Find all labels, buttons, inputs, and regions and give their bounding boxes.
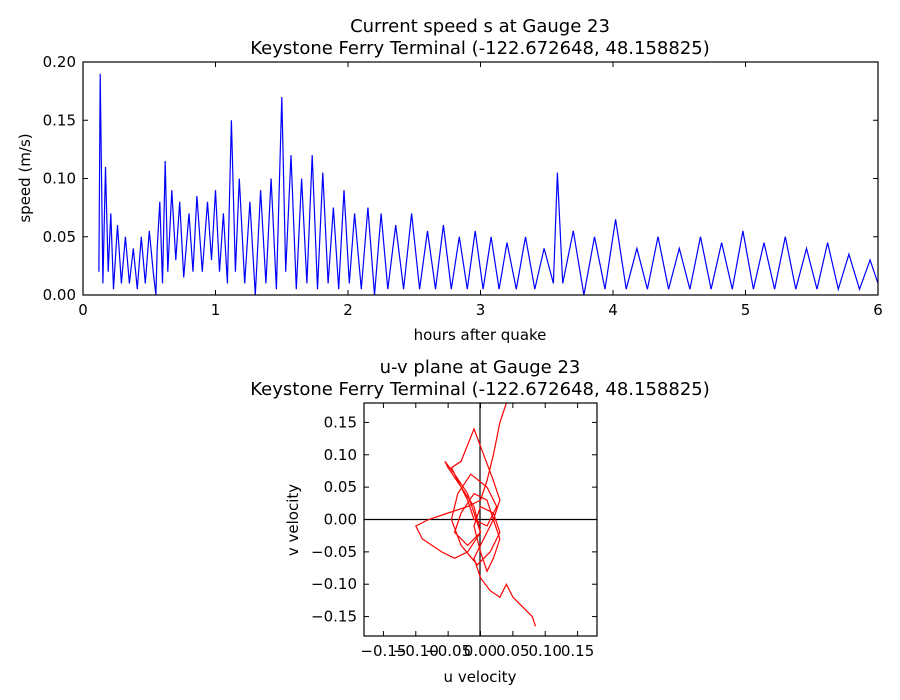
v-tick-label: −0.10: [311, 575, 357, 593]
uv-chart-frame: [363, 402, 598, 637]
speed-chart-xlabel: hours after quake: [414, 326, 547, 344]
speed-x-tick-label: 6: [873, 301, 883, 319]
speed-chart-frame: [82, 61, 879, 296]
speed-x-tick-label: 3: [476, 301, 486, 319]
uv-chart-subtitle: Keystone Ferry Terminal (-122.672648, 48…: [250, 379, 710, 400]
uv-trajectory-line: [414, 402, 537, 627]
v-tick-label: 0.00: [324, 511, 357, 529]
speed-y-tick-label: 0.10: [43, 170, 76, 188]
speed-x-tick-label: 4: [608, 301, 618, 319]
v-tick-label: 0.15: [324, 413, 357, 431]
speed-chart: Current speed s at Gauge 23 Keystone Fer…: [16, 16, 883, 344]
speed-chart-subtitle: Keystone Ferry Terminal (-122.672648, 48…: [250, 38, 710, 59]
uv-chart: u-v plane at Gauge 23 Keystone Ferry Ter…: [250, 357, 710, 686]
v-tick-label: 0.05: [324, 478, 357, 496]
speed-x-tick-label: 1: [211, 301, 221, 319]
speed-y-tick-label: 0.15: [43, 111, 76, 129]
speed-series-line: [98, 73, 879, 296]
uv-chart-ylabel: v velocity: [284, 484, 302, 556]
v-tick-label: −0.05: [311, 543, 357, 561]
speed-chart-title: Current speed s at Gauge 23: [350, 16, 610, 37]
v-tick-label: −0.15: [311, 608, 357, 626]
u-tick-label: 0.00: [464, 642, 497, 660]
speed-x-tick-label: 0: [78, 301, 88, 319]
u-tick-label: −0.10: [393, 642, 439, 660]
speed-x-tick-label: 2: [343, 301, 353, 319]
u-tick-label: 0.05: [496, 642, 529, 660]
v-tick-label: 0.10: [324, 446, 357, 464]
speed-y-tick-label: 0.20: [43, 53, 76, 71]
u-tick-label: −0.15: [360, 642, 406, 660]
speed-y-tick-label: 0.05: [43, 228, 76, 246]
speed-x-tick-label: 5: [741, 301, 751, 319]
uv-chart-title: u-v plane at Gauge 23: [380, 357, 581, 378]
uv-chart-xlabel: u velocity: [444, 668, 517, 686]
u-tick-label: 0.15: [561, 642, 594, 660]
speed-y-tick-label: 0.00: [43, 286, 76, 304]
u-tick-label: −0.05: [425, 642, 471, 660]
speed-chart-ticks: 0 1 2 3 4 5 6 0.00 0.05 0.10 0.15 0.20: [43, 53, 883, 319]
uv-chart-ticks: −0.15−0.10−0.050.000.050.100.15−0.15−0.1…: [311, 403, 597, 660]
u-tick-label: 0.10: [529, 642, 562, 660]
speed-chart-ylabel: speed (m/s): [16, 133, 34, 222]
